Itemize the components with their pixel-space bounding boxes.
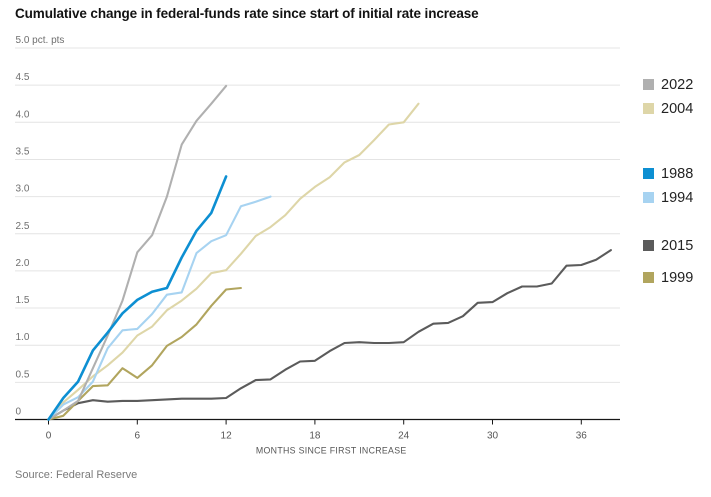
legend-swatch-1988 — [643, 168, 654, 179]
y-tick-label: 4.5 — [16, 72, 30, 83]
y-tick-label: 0.5 — [16, 369, 30, 380]
legend-item-2022: 2022 — [643, 76, 694, 93]
legend-label-1988: 1988 — [661, 165, 694, 182]
legend-item-1994: 1994 — [643, 189, 694, 206]
legend-label-2022: 2022 — [661, 76, 694, 93]
source-note: Source: Federal Reserve — [15, 469, 138, 481]
x-tick-label: 0 — [46, 431, 52, 442]
y-tick-label: 5.0 pct. pts — [16, 35, 65, 46]
series-line-1994 — [47, 195, 272, 421]
y-tick-label: 3.5 — [16, 146, 30, 157]
legend-item-2004: 2004 — [643, 100, 694, 117]
legend-swatch-2004 — [643, 103, 654, 114]
x-axis-title: MONTHS SINCE FIRST INCREASE — [256, 446, 407, 456]
legend-label-2015: 2015 — [661, 237, 694, 254]
chart-title: Cumulative change in federal-funds rate … — [15, 6, 479, 21]
legend-swatch-1999 — [643, 272, 654, 283]
x-tick-label: 36 — [576, 431, 588, 442]
series-line-2022 — [47, 84, 228, 421]
y-tick-label: 1.0 — [16, 332, 30, 343]
series-line-1999 — [47, 286, 242, 421]
x-tick-label: 18 — [309, 431, 321, 442]
legend-swatch-2022 — [643, 79, 654, 90]
y-tick-label: 3.0 — [16, 184, 30, 195]
series-line-1988 — [47, 175, 228, 421]
legend-item-1988: 1988 — [643, 165, 694, 182]
x-tick-label: 12 — [221, 431, 233, 442]
series-line-2015 — [47, 249, 612, 421]
y-tick-label: 0 — [16, 407, 22, 418]
legend-item-2015: 2015 — [643, 237, 694, 254]
legend: 2022 2004 1988 1994 2015 1999 — [643, 0, 709, 320]
legend-label-1999: 1999 — [661, 269, 694, 286]
legend-item-1999: 1999 — [643, 269, 694, 286]
x-tick-label: 6 — [135, 431, 141, 442]
y-tick-label: 2.0 — [16, 258, 30, 269]
legend-swatch-1994 — [643, 192, 654, 203]
legend-swatch-2015 — [643, 240, 654, 251]
x-tick-label: 24 — [398, 431, 410, 442]
x-tick-label: 30 — [487, 431, 499, 442]
y-tick-label: 2.5 — [16, 221, 30, 232]
legend-label-2004: 2004 — [661, 100, 694, 117]
y-tick-label: 1.5 — [16, 295, 30, 306]
series-line-2004 — [47, 102, 420, 421]
legend-label-1994: 1994 — [661, 189, 694, 206]
y-tick-label: 4.0 — [16, 109, 30, 120]
